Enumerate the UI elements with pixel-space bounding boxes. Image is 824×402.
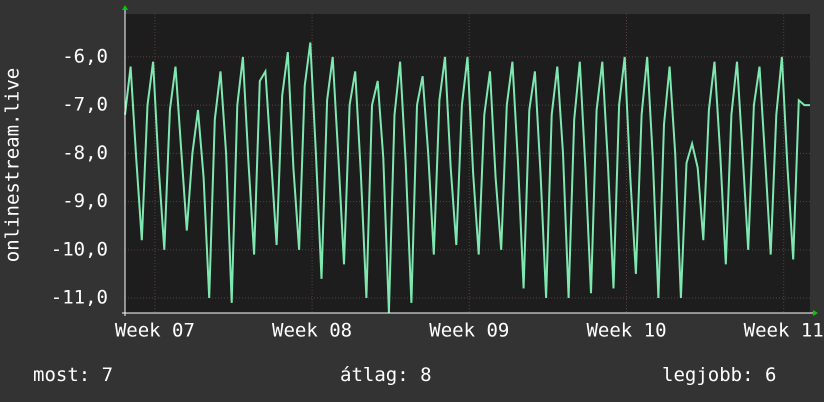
footer-value: 8	[420, 364, 431, 386]
y-tick-label: -10,0	[51, 238, 108, 260]
footer-item: most: 7	[33, 364, 113, 386]
footer-label: legjobb:	[662, 364, 754, 386]
data-line	[124, 42, 810, 313]
x-tick-label: Week 09	[429, 320, 509, 342]
y-tick-label: -9,0	[62, 190, 108, 212]
footer-label: átlag:	[340, 364, 409, 386]
axis-arrow	[122, 5, 128, 10]
x-tick-label: Week 11	[744, 320, 824, 342]
footer-value: 6	[765, 364, 776, 386]
x-tick-label: Week 10	[586, 320, 666, 342]
axis-arrow	[813, 310, 818, 316]
y-tick-label: -11,0	[51, 287, 108, 309]
y-tick-label: -6,0	[62, 45, 108, 67]
x-tick-label: Week 07	[115, 320, 195, 342]
footer-item: legjobb: 6	[662, 364, 776, 386]
footer-value: 7	[102, 364, 113, 386]
footer-label: most:	[33, 364, 90, 386]
footer-item: átlag: 8	[340, 364, 432, 386]
y-axis-title: onlinestream.live	[2, 68, 24, 262]
y-tick-label: -8,0	[62, 142, 108, 164]
y-tick-label: -7,0	[62, 94, 108, 116]
x-tick-label: Week 08	[272, 320, 352, 342]
